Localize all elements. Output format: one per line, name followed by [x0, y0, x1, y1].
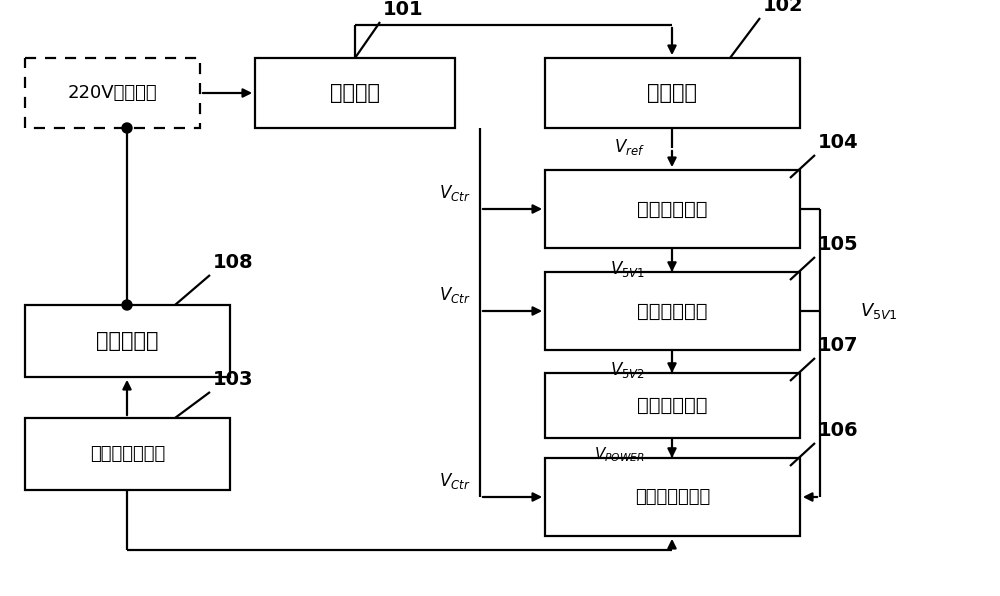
Text: $V_{5V1}$: $V_{5V1}$ [860, 301, 898, 321]
Text: $V_{POWER}$: $V_{POWER}$ [594, 446, 645, 464]
Text: 继电器控制电路: 继电器控制电路 [90, 445, 165, 463]
Text: 前级电路: 前级电路 [330, 83, 380, 103]
Bar [255, 58, 455, 128]
Bar [545, 373, 800, 438]
Text: $V_{Ctr}$: $V_{Ctr}$ [439, 285, 470, 305]
Bar [545, 58, 800, 128]
Circle shape [122, 300, 132, 310]
Bar [25, 418, 230, 490]
Text: 107: 107 [818, 336, 858, 355]
Text: $V_{ref}$: $V_{ref}$ [614, 137, 645, 157]
Text: 后级电路: 后级电路 [648, 83, 698, 103]
Text: $V_{Ctr}$: $V_{Ctr}$ [439, 183, 470, 203]
Text: $V_{5V1}$: $V_{5V1}$ [610, 259, 645, 279]
Text: 220V接入电源: 220V接入电源 [68, 84, 157, 102]
Text: 108: 108 [213, 253, 254, 272]
Text: 一级比较电路: 一级比较电路 [637, 200, 708, 219]
Text: $V_{5V2}$: $V_{5V2}$ [610, 360, 645, 380]
Bar [545, 272, 800, 350]
Text: 103: 103 [213, 370, 254, 389]
Bar [25, 305, 230, 377]
Text: 交流接触器: 交流接触器 [96, 331, 159, 351]
Text: 与非门逻辑电路: 与非门逻辑电路 [635, 488, 710, 506]
Circle shape [122, 123, 132, 133]
Text: 106: 106 [818, 421, 859, 440]
Text: 直流斩波电路: 直流斩波电路 [637, 396, 708, 415]
Bar [545, 170, 800, 248]
Text: $V_{Ctr}$: $V_{Ctr}$ [439, 471, 470, 491]
Text: 104: 104 [818, 133, 859, 152]
Bar [545, 458, 800, 536]
Text: 二级比较电路: 二级比较电路 [637, 302, 708, 321]
Text: 105: 105 [818, 235, 859, 254]
Text: 101: 101 [383, 0, 424, 19]
Text: 102: 102 [763, 0, 804, 15]
Bar [25, 58, 200, 128]
